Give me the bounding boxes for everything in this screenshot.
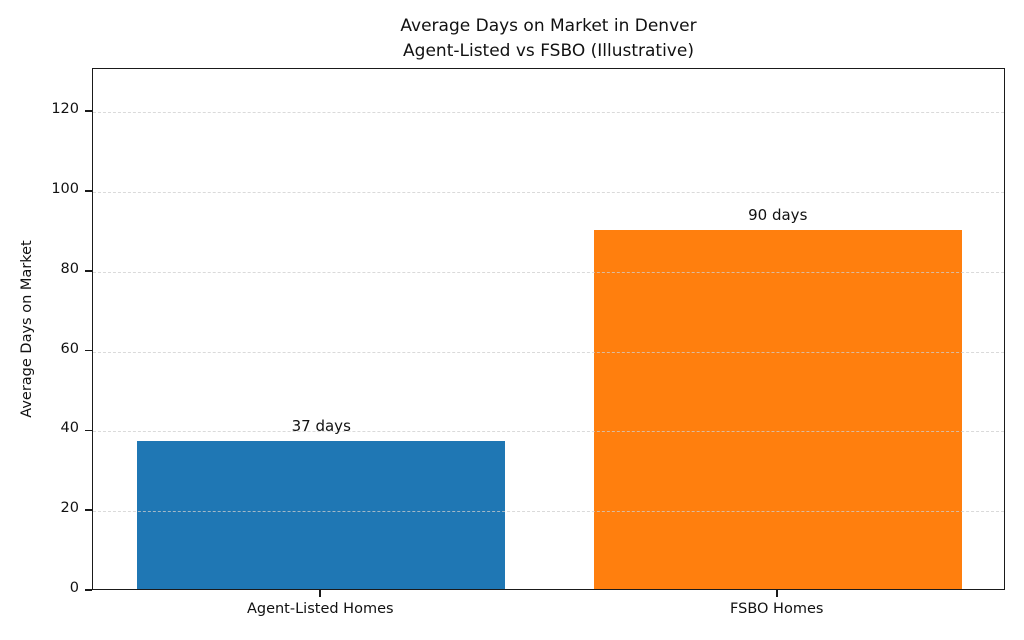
x-tick-mark xyxy=(319,590,322,597)
gridline-y100 xyxy=(93,191,1004,193)
y-tick-mark xyxy=(85,509,92,511)
y-tick-mark xyxy=(85,110,92,112)
y-tick-mark xyxy=(85,589,92,591)
gridline-y120 xyxy=(93,112,1004,114)
gridline-y60 xyxy=(93,351,1004,353)
y-tick-mark xyxy=(85,190,92,192)
x-tick-mark xyxy=(775,590,778,597)
chart-title-line2: Agent-Listed vs FSBO (Illustrative) xyxy=(403,40,694,61)
y-tick-label: 60 xyxy=(60,340,79,357)
y-tick-label: 120 xyxy=(51,101,79,118)
x-tick-label: FSBO Homes xyxy=(730,601,824,617)
x-tick-label: Agent-Listed Homes xyxy=(246,601,394,617)
bar-value-label: 37 days xyxy=(291,417,351,436)
bar-agent-listed-homes xyxy=(137,441,506,589)
bar-fsbo-homes xyxy=(593,229,962,589)
plot-area: 37 days 90 days xyxy=(92,68,1005,590)
gridline-y40 xyxy=(93,431,1004,433)
y-tick-label: 80 xyxy=(60,260,79,277)
bar-value-label: 90 days xyxy=(748,205,808,224)
gridline-y20 xyxy=(93,511,1004,513)
y-tick-label: 100 xyxy=(51,180,79,197)
y-tick-label: 0 xyxy=(69,580,79,596)
y-tick-mark xyxy=(85,269,92,272)
y-tick-label: 40 xyxy=(60,420,79,437)
y-tick-mark xyxy=(85,429,92,432)
chart-title-line1: Average Days on Market in Denver xyxy=(400,16,697,36)
y-tick-mark xyxy=(85,349,92,352)
y-tick-label: 20 xyxy=(60,500,79,517)
chart-title: Average Days on Market in Denver Agent-L… xyxy=(92,14,1005,63)
gridline-y80 xyxy=(93,271,1004,273)
